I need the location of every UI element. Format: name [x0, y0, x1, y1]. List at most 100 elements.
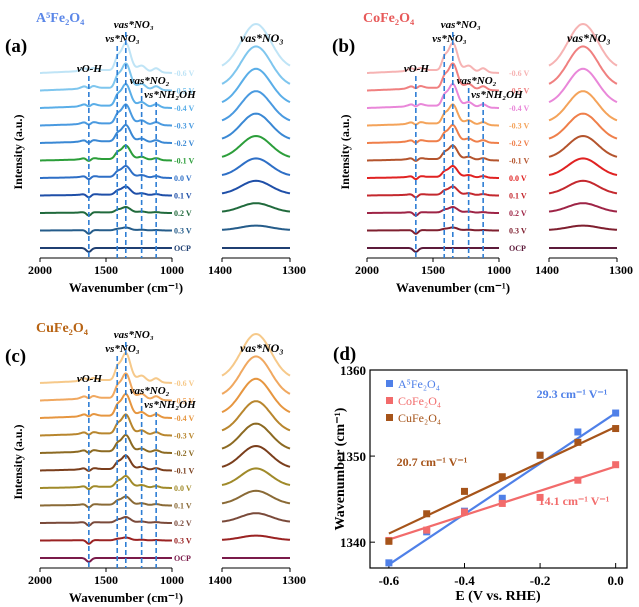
spectrum-line [39, 351, 173, 384]
zoom-band-label: νas*NO₃ [567, 31, 611, 45]
potential-label: OCP [509, 244, 526, 253]
band-label: νas*NO₂ [457, 75, 497, 87]
x-tick-label: 1300 [282, 573, 306, 587]
y-axis-label: Wavenumber (cm⁻¹) [333, 407, 348, 530]
spectrum-line [367, 41, 500, 74]
data-point [536, 493, 544, 501]
potential-label: -0.3 V [509, 122, 530, 131]
spectrum-line [40, 433, 172, 454]
data-point [460, 508, 468, 516]
spectrum-zoom-line [221, 45, 291, 85]
x-axis-label: Wavenumber (cm⁻¹) [69, 280, 183, 295]
y-axis-label: Intensity (a.u.) [11, 114, 25, 189]
slope-label: 14.1 cm⁻¹ V⁻¹ [539, 494, 610, 508]
spectrum-line [40, 123, 172, 144]
spectrum-zoom-line [221, 22, 291, 67]
spectrum-line [367, 123, 499, 144]
spectrum-line [40, 413, 172, 437]
x-tick-label: 1000 [160, 573, 184, 587]
spectrum-zoom-line [548, 22, 618, 67]
potential-label: -0.4 V [509, 104, 530, 113]
x-axis-label: E (V vs. RHE) [455, 589, 541, 604]
potential-label: -0.1 V [174, 467, 195, 476]
spectrum-line [40, 226, 172, 235]
potential-label: -0.5 V [509, 87, 530, 96]
spectrum-line [367, 226, 499, 235]
potential-label: -0.6 V [174, 379, 195, 388]
band-label: νs*NO₃ [105, 343, 140, 355]
panel-b: (b) CoFe₂O₄ Intensity (a.u.) 2000 1500 1000 14… [332, 11, 633, 295]
potential-label: 0.1 V [509, 192, 527, 201]
band-label: νas*NO₃ [441, 19, 481, 31]
spectrum-line [367, 103, 499, 127]
zoom-band-label: νas*NO₃ [240, 31, 284, 45]
potential-label: -0.4 V [174, 104, 195, 113]
spectrum-line [40, 164, 172, 181]
spectrum-line [40, 372, 172, 402]
data-point [460, 487, 468, 495]
spectrum-zoom-line [548, 134, 618, 158]
spectrum-line [40, 41, 173, 74]
data-point [498, 494, 506, 502]
spectrum-line [40, 62, 172, 92]
potential-label: -0.5 V [174, 397, 195, 406]
x-tick-label: 1500 [94, 573, 118, 587]
spectrum-line [40, 247, 172, 253]
y-axis-label: Intensity (a.u.) [11, 424, 25, 499]
spectrum-zoom-line [221, 489, 291, 505]
spectrum-line [40, 103, 172, 127]
spectrum-line [40, 557, 172, 563]
spectrum-line [40, 536, 172, 545]
x-tick-label: 1300 [282, 263, 306, 277]
panel-label: (a) [5, 36, 27, 57]
potential-label: -0.1 V [174, 157, 195, 166]
panel-label: (c) [5, 346, 26, 367]
spectrum-zoom-line [548, 90, 618, 122]
spectrum-zoom-line [221, 179, 291, 195]
spectrum-line [40, 474, 172, 491]
potential-label: 0.3 V [174, 227, 192, 236]
legend-label: CuFe₂O₄ [398, 411, 441, 425]
spectrum-line [40, 205, 172, 217]
y-axis-label: Intensity (a.u.) [338, 114, 352, 189]
potential-label: -0.3 V [174, 122, 195, 131]
potential-label: -0.2 V [509, 139, 530, 148]
slope-label: 29.3 cm⁻¹ V⁻¹ [537, 387, 608, 401]
band-label: νs*NH₂OH [471, 89, 523, 101]
band-label: νas*NO₂ [130, 75, 170, 87]
data-point [612, 409, 620, 417]
data-point [574, 476, 582, 484]
band-label: νs*NO₃ [432, 33, 467, 45]
plot-frame [369, 369, 628, 569]
spectrum-line [367, 164, 499, 181]
y-tick-label: 1360 [340, 363, 366, 378]
potential-label: 0.1 V [174, 502, 192, 511]
x-tick-label: -0.6 [379, 573, 400, 588]
panel-a: (a) A⁵Fe₂O₄ Intensity (a.u.) 2000 1500 1000 14… [5, 11, 306, 295]
x-tick-label: 1300 [609, 263, 633, 277]
legend-label: CoFe₂O₄ [398, 394, 441, 408]
legend-label: A⁵Fe₂O₄ [398, 377, 440, 391]
spectrum-line [367, 247, 499, 253]
material-name: A⁵Fe₂O₄ [36, 11, 85, 26]
potential-label: 0.2 V [174, 209, 192, 218]
spectrum-zoom-line [221, 67, 291, 104]
data-point [574, 428, 582, 436]
band-label: νs*NO₃ [105, 33, 140, 45]
x-axis-label: Wavenumber (cm⁻¹) [69, 590, 183, 605]
spectrum-line [367, 62, 499, 92]
spectrum-line [40, 515, 172, 527]
x-tick-label: 1400 [535, 263, 559, 277]
x-tick-label: 1000 [487, 263, 511, 277]
spectrum-zoom-line [548, 112, 618, 140]
potential-label: 0.3 V [509, 227, 527, 236]
band-label: νO-H [77, 373, 102, 385]
x-tick-label: 1400 [208, 573, 232, 587]
x-tick-label: 2000 [28, 573, 52, 587]
x-axis-label: Wavenumber (cm⁻¹) [396, 280, 510, 295]
potential-label: 0.0 V [174, 174, 192, 183]
legend-marker [386, 397, 393, 404]
data-point [612, 425, 620, 433]
data-point [423, 510, 431, 518]
data-point [574, 438, 582, 446]
